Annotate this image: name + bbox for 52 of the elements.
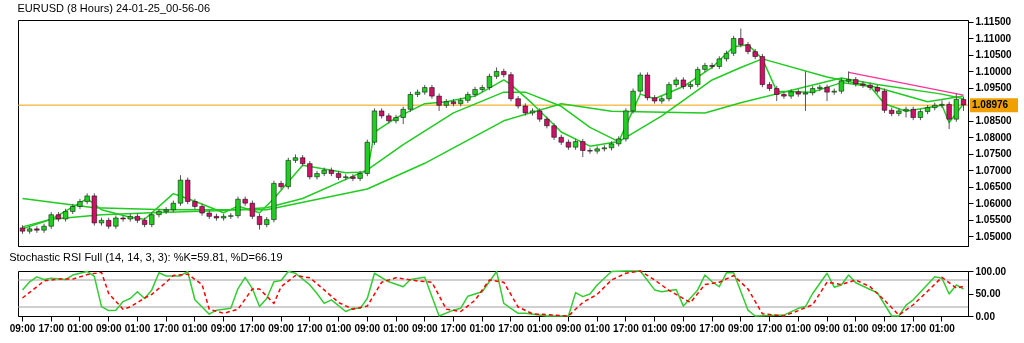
x-tick-label: 01:00: [469, 322, 496, 334]
y-tick-label: 0.00: [975, 310, 996, 322]
y-tick-label: 1.07500: [975, 148, 1013, 160]
x-tick-label: 09:00: [411, 322, 438, 334]
x-tick-label: 01:00: [584, 322, 611, 334]
x-tick-label: 17:00: [900, 322, 927, 334]
x-tick-label: 17:00: [297, 322, 324, 334]
chart-title: EURUSD (8 Hours) 24-01-25_00-56-06: [17, 1, 211, 14]
y-tick-label: 1.10500: [975, 49, 1013, 61]
chart-title: Stochastic RSI Full (14, 14, 3, 3): %K=59.81, %D=66.19: [9, 251, 283, 263]
x-tick-label: 09:00: [871, 322, 898, 334]
x-tick-label: 09:00: [728, 322, 755, 334]
y-tick-label: 1.09500: [975, 82, 1013, 94]
y-tick-label: 1.08500: [975, 115, 1013, 127]
x-tick-label: 01:00: [124, 322, 151, 334]
x-tick-label: 01:00: [842, 322, 869, 334]
x-tick-label: 17:00: [38, 322, 65, 334]
x-tick-label: 09:00: [210, 322, 237, 334]
y-tick-label: 1.05500: [975, 214, 1013, 226]
x-tick-label: 01:00: [383, 322, 410, 334]
x-tick-label: 17:00: [699, 322, 726, 334]
x-tick-label: 09:00: [9, 322, 36, 334]
x-tick-label: 17:00: [613, 322, 640, 334]
x-tick-label: 01:00: [67, 322, 94, 334]
y-tick-label: 1.11500: [975, 16, 1012, 28]
y-tick-label: 1.08000: [975, 131, 1013, 143]
y-tick-label: 1.11000: [975, 32, 1012, 44]
x-tick-label: 01:00: [182, 322, 209, 334]
x-tick-label: 09:00: [354, 322, 381, 334]
x-tick-label: 01:00: [526, 322, 553, 334]
x-tick-label: 17:00: [498, 322, 525, 334]
x-tick-label: 01:00: [325, 322, 352, 334]
y-tick-label: 100.00: [975, 265, 1007, 277]
y-tick-label: 50.00: [975, 288, 1001, 299]
x-tick-label: 17:00: [239, 322, 266, 334]
y-tick-label: 1.05000: [975, 230, 1013, 242]
y-tick-label: 1.10000: [975, 65, 1013, 77]
x-tick-label: 01:00: [929, 322, 956, 334]
y-tick-label: 1.07000: [975, 164, 1013, 176]
x-tick-label: 09:00: [814, 322, 841, 334]
y-tick-label: 1.06000: [975, 197, 1013, 209]
x-tick-label: 01:00: [641, 322, 668, 334]
y-tick-label: 1.06500: [975, 181, 1013, 193]
x-tick-label: 09:00: [555, 322, 582, 334]
x-tick-label: 01:00: [785, 322, 812, 334]
x-tick-label: 09:00: [670, 322, 697, 334]
x-tick-label: 17:00: [756, 322, 783, 334]
x-tick-label: 17:00: [440, 322, 467, 334]
x-tick-label: 09:00: [268, 322, 295, 334]
x-tick-label: 09:00: [95, 322, 122, 334]
ref-line-label: 1.08976: [972, 99, 1009, 111]
x-tick-label: 17:00: [153, 322, 180, 334]
